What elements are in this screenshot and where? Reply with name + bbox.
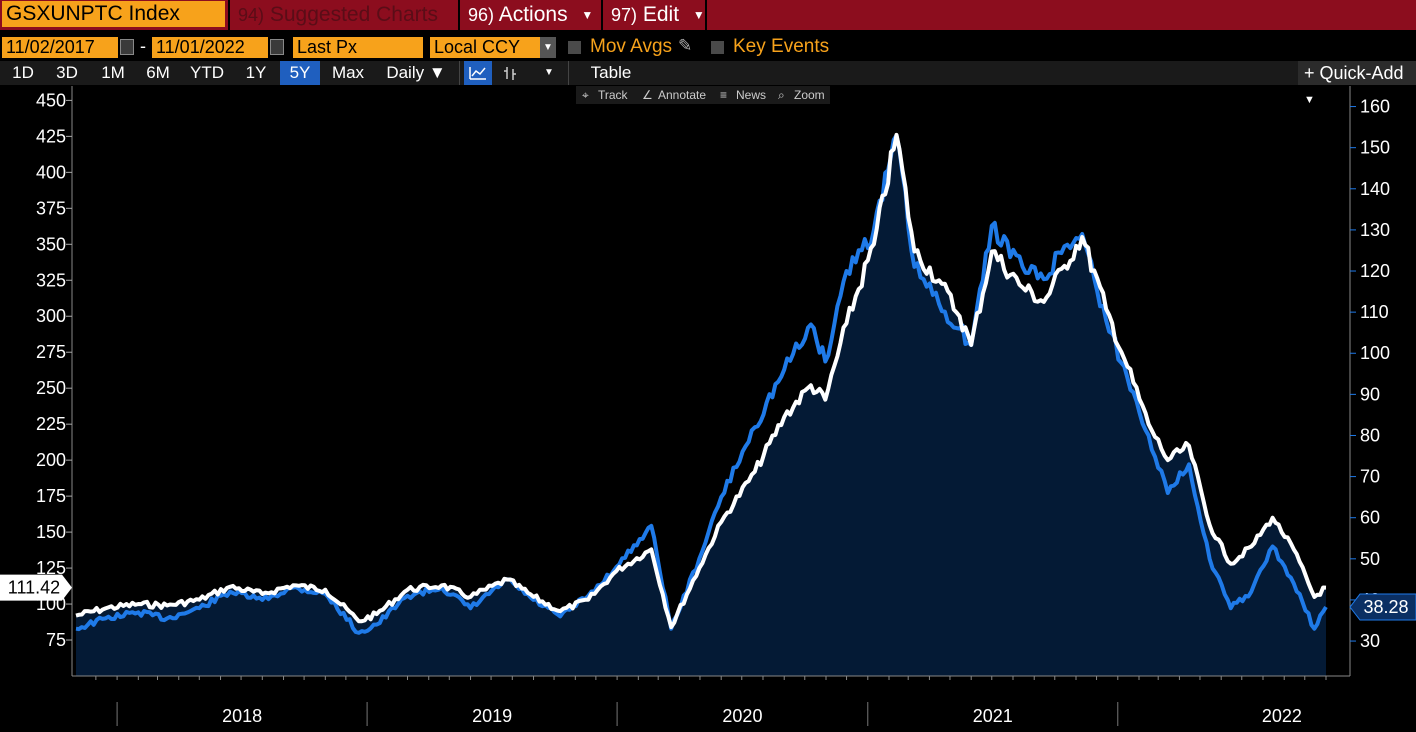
- right-tick-label: 90: [1360, 384, 1380, 404]
- left-tick-label: 150: [36, 522, 66, 542]
- period-toolbar: [0, 61, 1416, 85]
- toolbar-divider: [568, 61, 569, 85]
- left-tick-label: 375: [36, 198, 66, 218]
- x-tick-label: 2021: [973, 706, 1013, 726]
- right-tick-label: 70: [1360, 467, 1380, 487]
- annotate-icon[interactable]: ∠: [642, 88, 653, 102]
- annotate-tool[interactable]: Annotate: [658, 88, 707, 102]
- right-tick-label: 100: [1360, 343, 1390, 363]
- period-1d-button[interactable]: 1D: [12, 63, 34, 82]
- period-ytd-button[interactable]: YTD: [190, 63, 224, 82]
- bar-chart-icon[interactable]: [496, 61, 524, 85]
- series-line-blue: [75, 133, 1328, 635]
- right-tick-label: 120: [1360, 261, 1390, 281]
- x-tick-label: 2019: [472, 706, 512, 726]
- chart-area-fill: [76, 134, 1326, 676]
- right-tick-label: 140: [1360, 179, 1390, 199]
- actions-button[interactable]: 96) Actions ▼: [458, 0, 600, 30]
- track-tool[interactable]: Track: [598, 88, 628, 102]
- zoom-icon[interactable]: ⌕: [778, 88, 785, 102]
- calendar-icon[interactable]: [270, 39, 284, 55]
- left-tick-label: 275: [36, 342, 66, 362]
- last-value-right: 38.28: [1363, 597, 1408, 617]
- x-tick-label: 2020: [722, 706, 762, 726]
- right-tick-label: 50: [1360, 549, 1380, 569]
- period-3d-button[interactable]: 3D: [56, 63, 78, 82]
- left-tick-label: 425: [36, 126, 66, 146]
- pencil-icon[interactable]: ✎: [678, 36, 693, 55]
- suggested-charts-number: 94): [238, 5, 265, 25]
- left-tick-label: 250: [36, 378, 66, 398]
- caret-down-icon: ▼: [581, 7, 594, 22]
- mov-avgs-label: Mov Avgs: [590, 36, 673, 57]
- calendar-icon[interactable]: [120, 39, 134, 55]
- right-tick-label: 130: [1360, 220, 1390, 240]
- frequency-select[interactable]: Daily ▼: [386, 63, 446, 82]
- price-field-select[interactable]: Last Px: [293, 37, 423, 58]
- quick-add-label: + Quick-Add: [1304, 63, 1404, 83]
- price-chart[interactable]: 75 100 125 150 175 200 225 250 275 300 325 350 375 40…: [0, 86, 1416, 732]
- period-6m-button[interactable]: 6M: [146, 63, 170, 82]
- right-tick-label: 30: [1360, 631, 1380, 651]
- edit-label: Edit: [642, 3, 680, 26]
- suggested-charts-label: Suggested Charts: [269, 3, 438, 26]
- caret-down-icon: ▼: [1304, 94, 1315, 106]
- x-tick-label: 2018: [222, 706, 262, 726]
- currency-select[interactable]: Local CCY: [430, 37, 540, 58]
- left-tick-label: 225: [36, 414, 66, 434]
- period-1y-button[interactable]: 1Y: [245, 63, 267, 82]
- right-tick-label: 160: [1360, 97, 1390, 117]
- crosshair-icon[interactable]: ⌖: [582, 88, 589, 102]
- start-date-field[interactable]: 11/02/2017: [2, 37, 118, 58]
- left-tick-label: 200: [36, 450, 66, 470]
- key-events-label: Key Events: [733, 36, 830, 57]
- left-tick-label: 300: [36, 306, 66, 326]
- news-icon[interactable]: ≡: [720, 88, 728, 102]
- chart-axis-layer: 75 100 125 150 175 200 225 250 275 300 325 350 375 40…: [0, 86, 1416, 726]
- right-tick-label: 110: [1360, 302, 1389, 322]
- left-tick-label: 325: [36, 270, 66, 290]
- date-separator: -: [140, 36, 146, 56]
- last-value-badge-right: [1349, 593, 1416, 621]
- last-value-badge-left: [0, 574, 72, 601]
- right-tick-label: 80: [1360, 425, 1380, 445]
- table-button[interactable]: Table: [590, 63, 632, 82]
- line-chart-icon[interactable]: [464, 61, 492, 85]
- left-tick-label: 400: [36, 162, 66, 182]
- series-line-white: [75, 132, 1327, 630]
- edit-button[interactable]: 97) Edit ▼: [601, 0, 707, 30]
- x-tick-label: 2022: [1262, 706, 1302, 726]
- left-tick-label: 175: [36, 486, 66, 506]
- toolbar-divider: [459, 61, 460, 85]
- edit-number: 97): [611, 5, 638, 25]
- actions-number: 96): [468, 5, 495, 25]
- news-tool[interactable]: News: [736, 88, 767, 102]
- top-toolbar: GSXUNPTC Index 94) Suggested Charts 96) …: [0, 0, 1416, 30]
- last-value-left: 111.42: [8, 578, 60, 598]
- actions-label: Actions: [498, 3, 568, 26]
- period-5y-button[interactable]: 5Y: [280, 61, 320, 85]
- left-tick-label: 450: [36, 90, 66, 110]
- left-tick-label: 350: [36, 234, 66, 254]
- left-tick-label: 125: [36, 558, 66, 578]
- quick-add-button[interactable]: + Quick-Add ▼: [1298, 61, 1416, 106]
- key-events-checkbox[interactable]: [711, 41, 724, 54]
- left-tick-label: 75: [46, 630, 66, 650]
- period-max-button[interactable]: Max: [331, 63, 365, 82]
- chart-area-layer: [76, 134, 1326, 676]
- chart-tools-strip: ⌖ Track ∠ Annotate ≡ News ⌕ Zoom: [576, 86, 830, 104]
- suggested-charts-button[interactable]: 94) Suggested Charts: [228, 0, 457, 30]
- period-1m-button[interactable]: 1M: [101, 63, 125, 82]
- ticker-field[interactable]: GSXUNPTC Index: [2, 1, 225, 27]
- currency-dropdown-icon[interactable]: ▼: [540, 37, 556, 58]
- right-tick-label: 60: [1360, 508, 1380, 528]
- end-date-field[interactable]: 11/01/2022: [152, 37, 268, 58]
- chart-line-layer: [75, 132, 1328, 635]
- caret-down-icon: ▼: [692, 7, 705, 22]
- zoom-tool[interactable]: Zoom: [794, 88, 825, 102]
- chart-type-dropdown-icon[interactable]: ▼: [544, 67, 554, 78]
- right-tick-label: 150: [1360, 138, 1390, 158]
- mov-avgs-checkbox[interactable]: [568, 41, 581, 54]
